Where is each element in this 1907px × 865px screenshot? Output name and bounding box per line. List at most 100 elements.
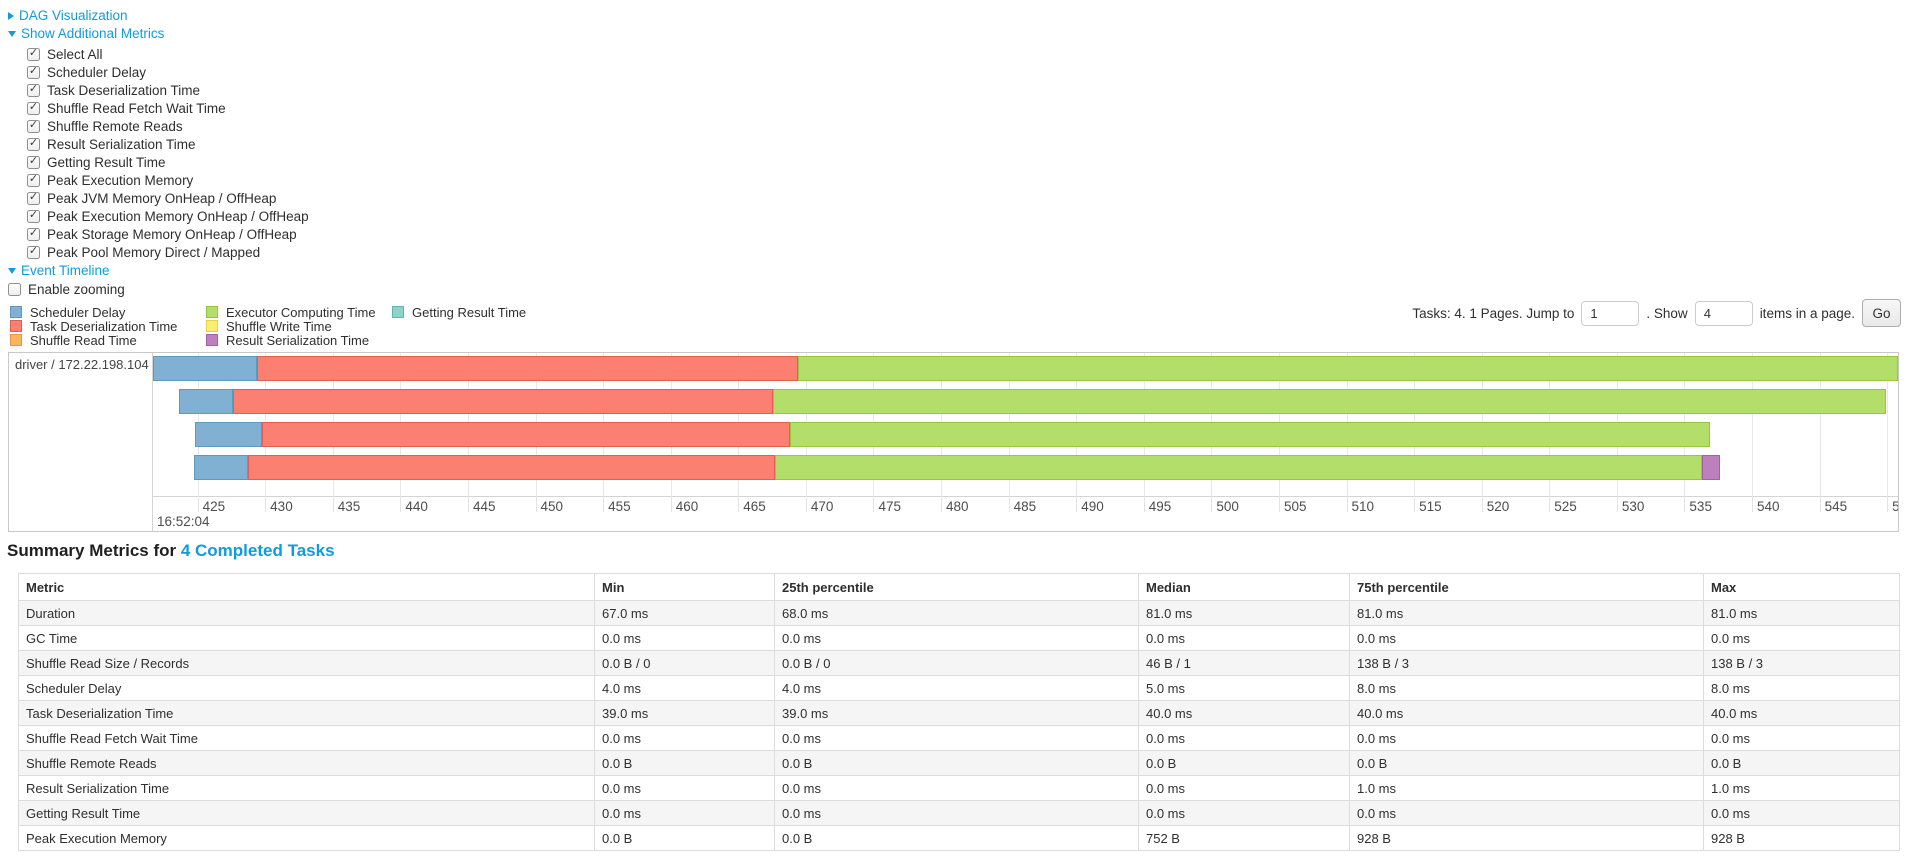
metric-checkbox-label: Peak Pool Memory Direct / Mapped bbox=[47, 244, 261, 260]
metric-checkbox-row[interactable]: Peak Storage Memory OnHeap / OffHeap bbox=[27, 225, 309, 243]
metric-checkbox-label: Shuffle Read Fetch Wait Time bbox=[47, 100, 226, 116]
metric-checkbox-row[interactable]: Peak Pool Memory Direct / Mapped bbox=[27, 243, 309, 261]
checkbox-checked-icon bbox=[27, 227, 40, 241]
timeline-tick bbox=[332, 496, 334, 512]
completed-tasks-link[interactable]: 4 Completed Tasks bbox=[180, 541, 335, 560]
pagination-text-mid: . Show bbox=[1646, 305, 1688, 321]
timeline-tick-label: 545 bbox=[1824, 499, 1848, 514]
metric-checkbox-row[interactable]: Peak Execution Memory OnHeap / OffHeap bbox=[27, 207, 309, 225]
timeline-tick-label: 550 bbox=[1892, 499, 1898, 514]
checkbox-checked-icon bbox=[27, 137, 40, 151]
event-timeline-label: Event Timeline bbox=[21, 263, 110, 278]
timeline-tick bbox=[738, 496, 740, 512]
metric-value-cell: 40.0 ms bbox=[1349, 700, 1704, 726]
table-row: Shuffle Remote Reads 0.0 B 0.0 B 0.0 B 0.0 B… bbox=[18, 750, 1900, 776]
metric-checkbox-row[interactable]: Peak JVM Memory OnHeap / OffHeap bbox=[27, 189, 309, 207]
task-1-scheduler-delay-segment bbox=[178, 389, 233, 414]
metric-name-cell: Shuffle Read Size / Records bbox=[18, 650, 595, 676]
summary-metrics-heading: Summary Metrics for 4 Completed Tasks bbox=[7, 541, 335, 561]
timeline-gridline bbox=[1887, 353, 1889, 496]
metric-name-cell: Shuffle Remote Reads bbox=[18, 750, 595, 776]
checkbox-checked-icon bbox=[27, 173, 40, 187]
event-timeline-toggle[interactable]: Event Timeline bbox=[8, 262, 110, 279]
metric-checkbox-label: Select All bbox=[47, 46, 103, 62]
jump-to-page-input[interactable] bbox=[1581, 300, 1640, 326]
checkbox-checked-icon bbox=[27, 101, 40, 115]
metric-value-cell: 67.0 ms bbox=[594, 600, 775, 626]
items-per-page-input[interactable] bbox=[1694, 300, 1753, 326]
table-row: Duration 67.0 ms 68.0 ms 81.0 ms 81.0 ms 81.0… bbox=[18, 600, 1900, 626]
metric-value-cell: 8.0 ms bbox=[1703, 675, 1900, 701]
column-header: 75th percentile bbox=[1349, 573, 1704, 601]
legend-column: Getting Result Time bbox=[392, 305, 526, 347]
go-button[interactable]: Go bbox=[1862, 299, 1901, 327]
column-header: Min bbox=[594, 573, 775, 601]
metric-checkbox-row[interactable]: Task Deserialization Time bbox=[27, 81, 309, 99]
metric-checkbox-row[interactable]: Getting Result Time bbox=[27, 153, 309, 171]
metric-name-cell: Shuffle Read Fetch Wait Time bbox=[18, 725, 595, 751]
collapsed-arrow-icon bbox=[8, 11, 14, 20]
enable-zooming-checkbox[interactable]: Enable zooming bbox=[8, 280, 125, 298]
timeline-tick-label: 435 bbox=[337, 499, 361, 514]
task-3-result-serialization-segment bbox=[1702, 455, 1720, 480]
metric-value-cell: 68.0 ms bbox=[774, 600, 1139, 626]
metric-value-cell: 752 B bbox=[1138, 825, 1350, 851]
metric-value-cell: 0.0 ms bbox=[1138, 775, 1350, 801]
legend-item: Task Deserialization Time bbox=[10, 319, 206, 334]
metric-value-cell: 40.0 ms bbox=[1703, 700, 1900, 726]
metric-checkbox-row[interactable]: Select All bbox=[27, 45, 309, 63]
metric-value-cell: 0.0 B bbox=[594, 825, 775, 851]
timeline-tick-label: 445 bbox=[472, 499, 496, 514]
metric-value-cell: 0.0 B bbox=[774, 750, 1139, 776]
show-additional-metrics-toggle[interactable]: Show Additional Metrics bbox=[8, 25, 164, 42]
metric-value-cell: 0.0 ms bbox=[774, 800, 1139, 826]
timeline-tick-label: 480 bbox=[946, 499, 969, 514]
timeline-tick bbox=[1008, 496, 1010, 512]
metric-value-cell: 4.0 ms bbox=[774, 675, 1139, 701]
table-row: GC Time 0.0 ms 0.0 ms 0.0 ms 0.0 ms 0.0 ms bbox=[18, 625, 1900, 651]
table-header-row: Metric Min 25th percentile Median 75th perce… bbox=[18, 573, 1900, 601]
metric-value-cell: 0.0 ms bbox=[774, 625, 1139, 651]
metric-checkbox-row[interactable]: Shuffle Read Fetch Wait Time bbox=[27, 99, 309, 117]
timeline-tick-label: 455 bbox=[608, 499, 631, 514]
timeline-tick bbox=[805, 496, 807, 512]
metric-checkbox-row[interactable]: Scheduler Delay bbox=[27, 63, 309, 81]
timeline-tick bbox=[603, 496, 605, 512]
timeline-tick bbox=[1819, 496, 1821, 512]
timeline-tick bbox=[1278, 496, 1280, 512]
timeline-tick-label: 530 bbox=[1621, 499, 1645, 514]
timeline-tick bbox=[400, 496, 402, 512]
metric-checkbox-row[interactable]: Peak Execution Memory bbox=[27, 171, 309, 189]
timeline-group-label: driver / 172.22.198.104 bbox=[9, 353, 153, 531]
metric-value-cell: 0.0 ms bbox=[1138, 725, 1350, 751]
metric-value-cell: 1.0 ms bbox=[1703, 775, 1900, 801]
timeline-tick bbox=[1481, 496, 1483, 512]
timeline-tick-label: 450 bbox=[540, 499, 564, 514]
metric-checkbox-row[interactable]: Result Serialization Time bbox=[27, 135, 309, 153]
legend-label: Result Serialization Time bbox=[226, 332, 370, 348]
legend-label: Executor Computing Time bbox=[226, 304, 376, 320]
timeline-tick-label: 500 bbox=[1216, 499, 1239, 514]
scheduler-delay-swatch-icon bbox=[10, 306, 22, 318]
timeline-tick bbox=[1684, 496, 1686, 512]
task-3-task-deserialization-segment bbox=[247, 455, 775, 480]
metric-checkbox-row[interactable]: Shuffle Remote Reads bbox=[27, 117, 309, 135]
metric-checkbox-label: Scheduler Delay bbox=[47, 64, 147, 80]
timeline-tick bbox=[1752, 496, 1753, 512]
timeline-tick bbox=[1616, 496, 1618, 512]
timeline-tick bbox=[1143, 496, 1145, 512]
dag-visualization-toggle[interactable]: DAG Visualization bbox=[8, 7, 128, 24]
column-header: Median bbox=[1138, 573, 1350, 601]
metric-value-cell: 5.0 ms bbox=[1138, 675, 1350, 701]
timeline-tick bbox=[873, 496, 875, 512]
metric-value-cell: 0.0 ms bbox=[1703, 725, 1900, 751]
show-additional-metrics-label: Show Additional Metrics bbox=[21, 26, 165, 41]
metric-value-cell: 928 B bbox=[1349, 825, 1704, 851]
dag-visualization-label: DAG Visualization bbox=[19, 8, 128, 23]
metric-name-cell: Duration bbox=[18, 600, 595, 626]
timeline-plot-area: 16:52:04 425 430 435 440 445 450 455 460 465 470 4… bbox=[153, 353, 1898, 531]
summary-heading-prefix: Summary Metrics for bbox=[7, 541, 181, 560]
metric-value-cell: 0.0 ms bbox=[1349, 725, 1704, 751]
metric-name-cell: Getting Result Time bbox=[18, 800, 595, 826]
timeline-tick-label: 425 bbox=[202, 499, 226, 514]
